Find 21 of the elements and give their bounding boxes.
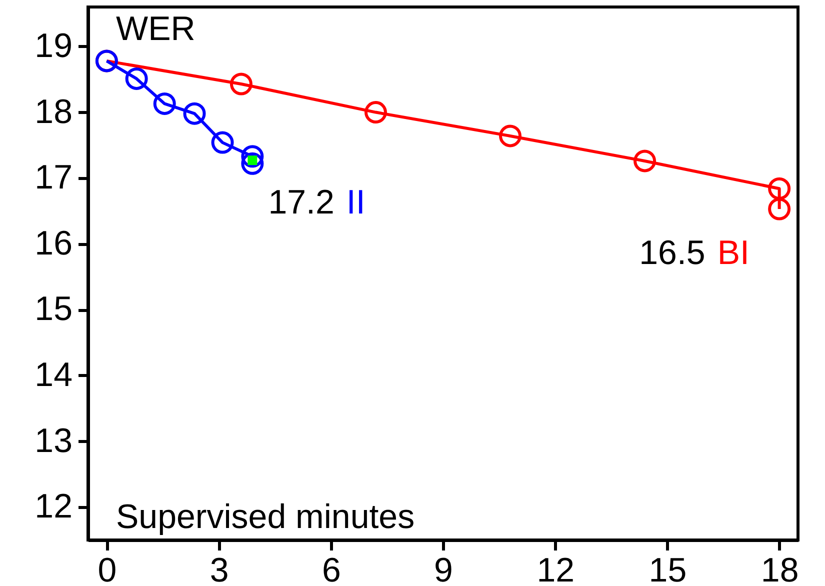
y-tick-label: 13	[34, 422, 72, 460]
text: II	[346, 184, 366, 222]
annotation: 16.5	[639, 234, 706, 272]
y-tick-label: 12	[34, 488, 72, 526]
annotation: 17.2	[268, 184, 334, 222]
x-tick-label: 18	[760, 552, 799, 586]
y-tick-label: 15	[34, 290, 72, 328]
y-tick-label: 14	[34, 356, 72, 394]
x-tick-label: 6	[322, 552, 341, 586]
x-tick-label: 3	[210, 552, 229, 586]
x-tick-label: 12	[536, 552, 575, 586]
x-tick-label: 0	[98, 552, 117, 586]
series-label: BI	[717, 234, 750, 272]
y-tick-label: 17	[34, 158, 72, 197]
x-tick-label: 15	[648, 552, 687, 586]
y-tick-label: 18	[34, 92, 72, 131]
x-axis-title: Supervised minutes	[116, 498, 415, 536]
x-tick-label: 9	[434, 552, 453, 586]
y-tick-label: 19	[34, 26, 72, 65]
y-axis-title: WER	[116, 10, 196, 48]
y-tick-label: 16	[34, 224, 72, 262]
